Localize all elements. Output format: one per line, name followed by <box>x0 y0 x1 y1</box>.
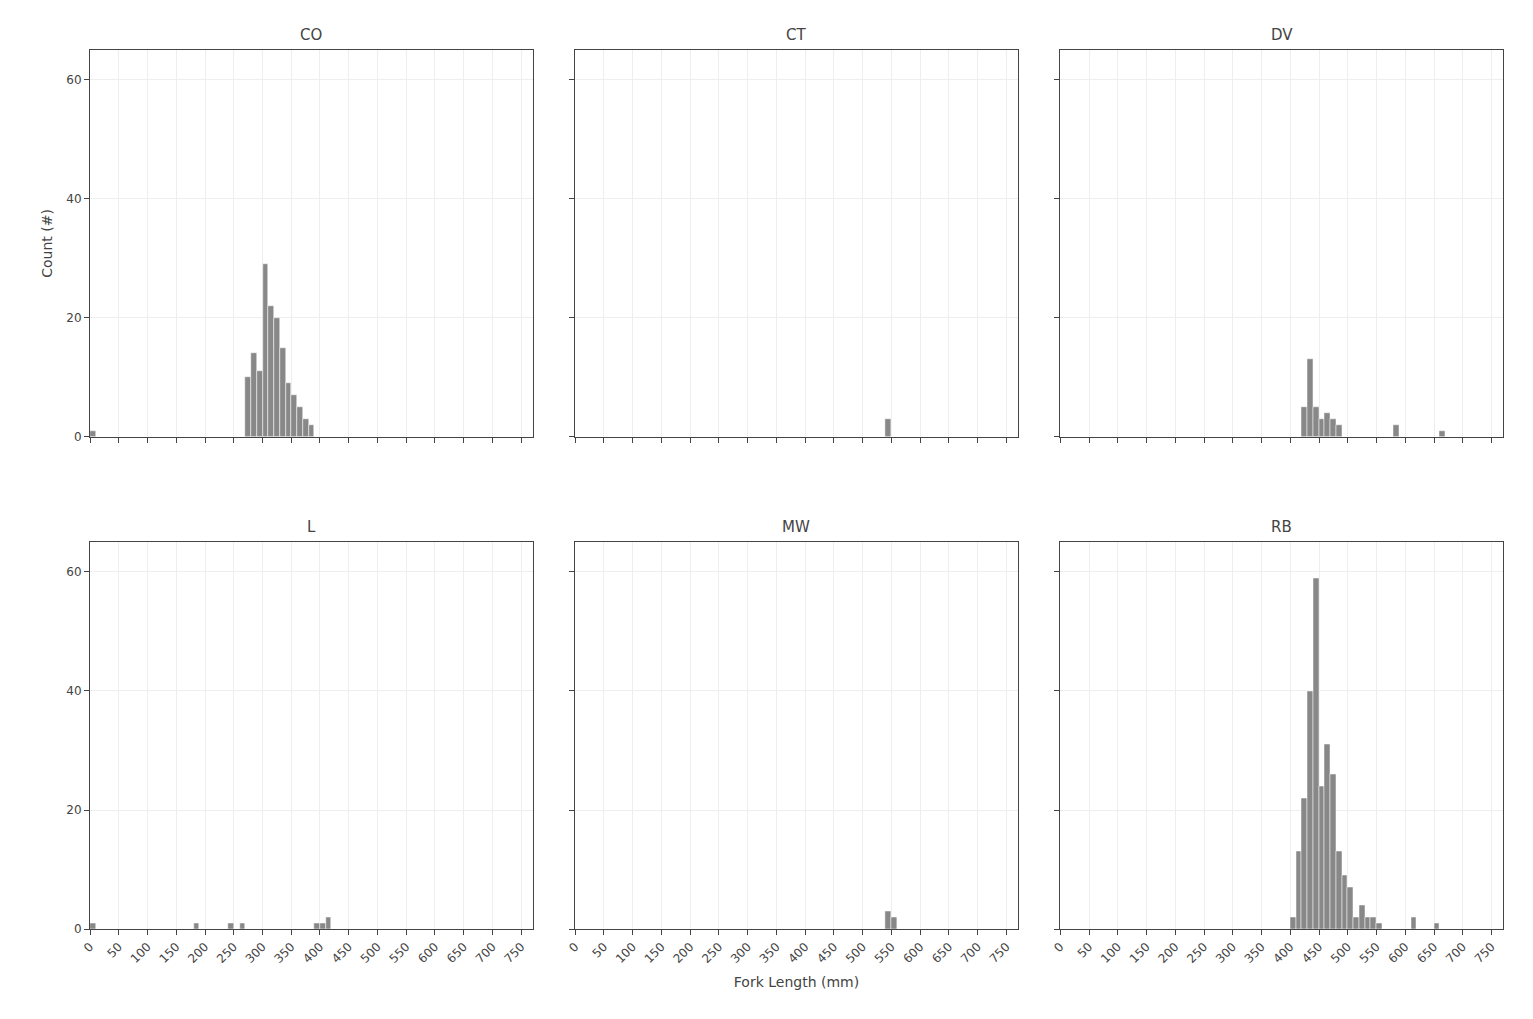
svg-text:0: 0 <box>74 430 82 444</box>
svg-text:700: 700 <box>473 940 499 966</box>
svg-text:400: 400 <box>785 940 811 966</box>
svg-text:CO: CO <box>300 26 322 44</box>
svg-text:650: 650 <box>1414 940 1440 966</box>
svg-text:40: 40 <box>66 192 81 206</box>
svg-text:60: 60 <box>66 73 81 87</box>
svg-text:350: 350 <box>272 940 298 966</box>
svg-text:250: 250 <box>214 940 240 966</box>
svg-text:250: 250 <box>699 940 725 966</box>
svg-text:400: 400 <box>300 940 326 966</box>
svg-text:100: 100 <box>128 940 154 966</box>
svg-text:300: 300 <box>1213 940 1239 966</box>
svg-text:450: 450 <box>814 940 840 966</box>
svg-text:350: 350 <box>1242 940 1268 966</box>
svg-text:600: 600 <box>1386 940 1412 966</box>
svg-text:DV: DV <box>1271 26 1293 44</box>
svg-text:500: 500 <box>1328 940 1354 966</box>
svg-text:L: L <box>307 518 316 536</box>
svg-text:0: 0 <box>566 940 581 955</box>
svg-text:150: 150 <box>1127 940 1153 966</box>
svg-text:350: 350 <box>757 940 783 966</box>
svg-text:50: 50 <box>1075 940 1096 961</box>
svg-text:Fork Length (mm): Fork Length (mm) <box>734 974 859 990</box>
svg-text:550: 550 <box>387 940 413 966</box>
svg-text:600: 600 <box>900 940 926 966</box>
svg-text:Count (#): Count (#) <box>39 209 55 278</box>
svg-text:200: 200 <box>185 940 211 966</box>
svg-text:20: 20 <box>66 311 81 325</box>
svg-text:40: 40 <box>66 684 81 698</box>
svg-text:0: 0 <box>1051 940 1066 955</box>
svg-text:450: 450 <box>1299 940 1325 966</box>
svg-text:100: 100 <box>613 940 639 966</box>
svg-text:500: 500 <box>843 940 869 966</box>
svg-text:550: 550 <box>872 940 898 966</box>
svg-text:300: 300 <box>243 940 269 966</box>
svg-text:150: 150 <box>157 940 183 966</box>
svg-text:300: 300 <box>728 940 754 966</box>
svg-text:750: 750 <box>987 940 1013 966</box>
svg-text:500: 500 <box>358 940 384 966</box>
svg-text:MW: MW <box>782 518 810 536</box>
svg-text:650: 650 <box>929 940 955 966</box>
svg-text:50: 50 <box>104 940 125 961</box>
svg-text:700: 700 <box>1443 940 1469 966</box>
svg-text:250: 250 <box>1184 940 1210 966</box>
svg-text:CT: CT <box>786 26 806 44</box>
svg-text:50: 50 <box>590 940 611 961</box>
svg-text:200: 200 <box>1156 940 1182 966</box>
svg-text:550: 550 <box>1357 940 1383 966</box>
svg-text:20: 20 <box>66 803 81 817</box>
svg-text:200: 200 <box>670 940 696 966</box>
svg-text:0: 0 <box>74 922 82 936</box>
svg-text:650: 650 <box>444 940 470 966</box>
svg-text:100: 100 <box>1098 940 1124 966</box>
svg-text:750: 750 <box>1472 940 1498 966</box>
svg-text:150: 150 <box>642 940 668 966</box>
svg-text:60: 60 <box>66 565 81 579</box>
svg-text:0: 0 <box>81 940 96 955</box>
svg-text:600: 600 <box>415 940 441 966</box>
svg-text:400: 400 <box>1271 940 1297 966</box>
svg-text:450: 450 <box>329 940 355 966</box>
svg-text:700: 700 <box>958 940 984 966</box>
svg-text:750: 750 <box>502 940 528 966</box>
svg-text:RB: RB <box>1271 518 1292 536</box>
